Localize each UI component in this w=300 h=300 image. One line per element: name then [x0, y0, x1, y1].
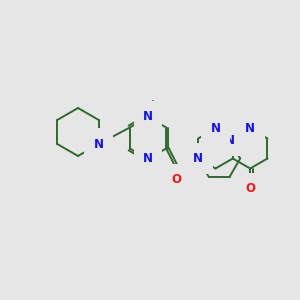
Text: N: N: [245, 122, 255, 135]
Text: N: N: [193, 152, 203, 165]
Text: N: N: [225, 134, 235, 147]
Text: N: N: [143, 152, 153, 166]
Text: N: N: [193, 152, 203, 165]
Text: N: N: [143, 110, 153, 124]
Text: N: N: [211, 122, 220, 135]
Text: N: N: [94, 137, 104, 151]
Text: O: O: [171, 173, 181, 186]
Text: O: O: [245, 182, 255, 195]
